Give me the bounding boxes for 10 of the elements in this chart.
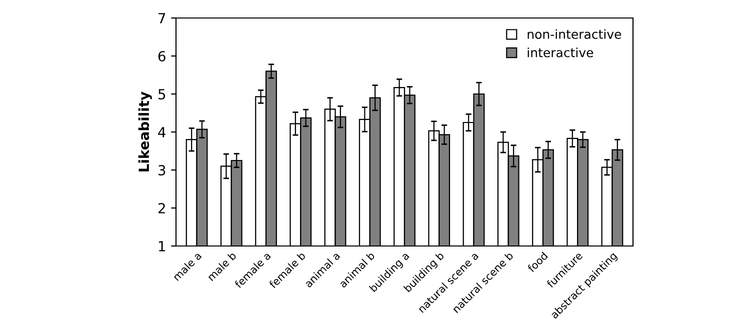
y-tick-label: 7 bbox=[158, 13, 166, 24]
y-axis-title: Likeability bbox=[138, 92, 152, 172]
y-tick-label: 2 bbox=[158, 202, 165, 214]
y-tick-label: 3 bbox=[158, 164, 166, 176]
y-tick-label: 1 bbox=[158, 241, 165, 252]
legend-label: interactive bbox=[528, 48, 594, 58]
y-tick-label: 6 bbox=[158, 50, 166, 62]
y-tick-label: 5 bbox=[158, 89, 166, 100]
y-tick-label: 4 bbox=[158, 127, 166, 138]
legend-label: non-interactive bbox=[528, 29, 622, 39]
